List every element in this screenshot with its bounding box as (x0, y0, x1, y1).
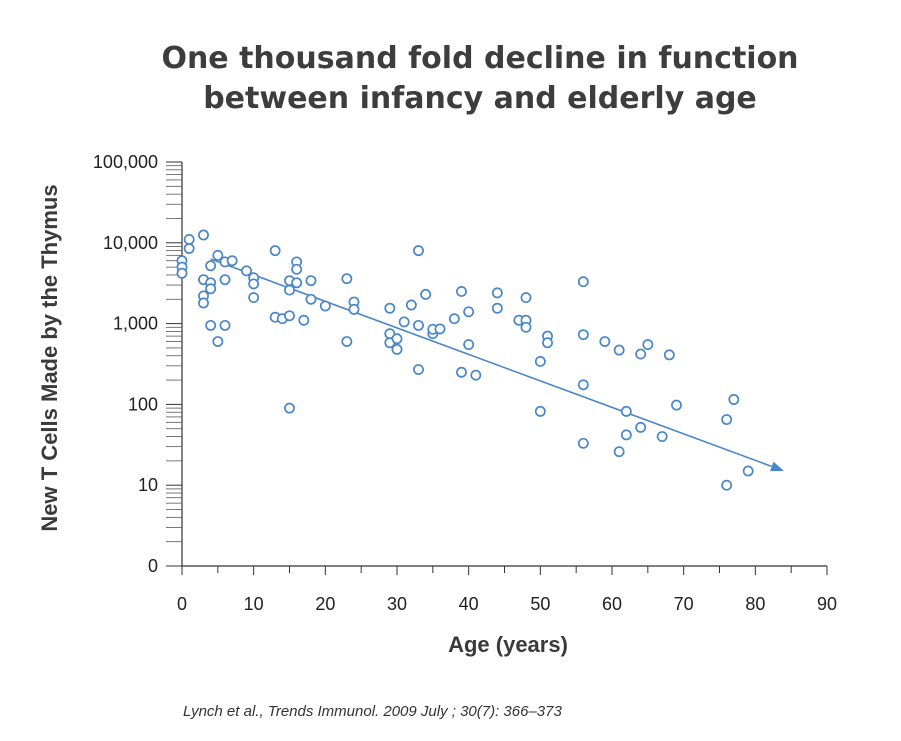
data-points-layer (176, 229, 754, 491)
data-point (534, 356, 546, 367)
x-axis-title: Age (years) (448, 632, 568, 657)
citation: Lynch et al., Trends Immunol. 2009 July … (183, 703, 562, 720)
data-point (656, 431, 668, 443)
data-point (205, 283, 217, 295)
data-point (219, 319, 231, 331)
x-tick-label: 30 (387, 594, 407, 614)
data-point (520, 292, 532, 304)
data-point (248, 292, 260, 304)
data-point (663, 349, 675, 361)
trendline (210, 258, 773, 468)
trendline-layer (210, 258, 784, 472)
data-point (635, 421, 647, 433)
data-point (520, 321, 532, 333)
data-point (671, 399, 682, 411)
x-tick-label: 0 (177, 594, 187, 614)
data-point (642, 339, 654, 351)
data-point (463, 306, 475, 318)
data-point (291, 263, 303, 275)
data-point (620, 405, 632, 417)
trendline-arrowhead (770, 461, 784, 472)
data-point (241, 265, 252, 277)
data-point (420, 288, 432, 300)
data-point (491, 302, 503, 314)
axes-layer: 0 10 20 30 40 50 60 70 80 90 0 10 100 1,000 10,000 100,… (93, 152, 837, 614)
data-point (413, 319, 424, 331)
data-point (742, 465, 754, 477)
y-tick-label: 100 (128, 394, 158, 414)
data-point (212, 249, 224, 261)
data-point (319, 300, 331, 312)
data-point (205, 260, 217, 272)
data-point (463, 339, 475, 351)
data-point (491, 287, 503, 299)
data-point (413, 245, 424, 257)
chart-title-line-1: One thousand fold decline in function (161, 41, 798, 76)
data-point (398, 316, 410, 328)
data-point (384, 302, 396, 314)
y-tick-label: 100,000 (93, 152, 158, 172)
data-point (198, 229, 209, 241)
y-axis-title: New T Cells Made by the Thymus (37, 184, 62, 531)
data-point (721, 479, 733, 491)
data-point (405, 299, 417, 311)
data-point (721, 414, 733, 425)
data-point (183, 243, 195, 254)
data-point (391, 343, 403, 355)
data-point (456, 285, 467, 297)
data-point (219, 274, 231, 286)
data-point (620, 429, 632, 441)
x-tick-label: 20 (315, 594, 335, 614)
data-point (542, 337, 553, 349)
data-point (176, 267, 188, 279)
data-point (577, 379, 589, 391)
data-point (577, 437, 589, 449)
x-tick-label: 70 (674, 594, 694, 614)
data-point (413, 364, 424, 375)
chart-title-line-2: between infancy and elderly age (203, 81, 757, 116)
data-point (341, 273, 353, 285)
data-point (448, 313, 460, 325)
data-point (284, 284, 295, 296)
y-tick-label: 1,000 (113, 314, 158, 334)
data-point (298, 314, 310, 326)
data-point (728, 394, 740, 405)
x-tick-label: 60 (602, 594, 622, 614)
data-point (269, 245, 281, 257)
data-point (577, 276, 589, 288)
data-point (198, 297, 209, 309)
data-point (248, 278, 260, 290)
x-tick-label: 40 (459, 594, 479, 614)
data-point (284, 310, 295, 322)
data-point (599, 336, 611, 347)
data-point (470, 369, 482, 381)
data-point (305, 275, 317, 287)
data-point (613, 344, 625, 356)
data-point (305, 293, 317, 305)
data-point (205, 319, 217, 331)
data-point (226, 255, 238, 267)
y-tick-label: 0 (148, 556, 158, 576)
data-point (183, 234, 195, 245)
data-point (635, 348, 647, 360)
data-point (284, 402, 295, 414)
data-point (534, 405, 546, 417)
x-tick-label: 50 (530, 594, 550, 614)
data-point (391, 333, 403, 345)
data-point (348, 303, 360, 315)
x-tick-label: 90 (817, 594, 837, 614)
y-tick-label: 10,000 (103, 233, 158, 253)
data-point (341, 336, 353, 347)
data-point (212, 336, 224, 347)
x-tick-label: 80 (745, 594, 765, 614)
x-tick-label: 10 (244, 594, 264, 614)
data-point (291, 277, 303, 289)
data-point (456, 366, 467, 378)
data-point (434, 323, 446, 335)
y-tick-label: 10 (138, 475, 158, 495)
data-point (613, 446, 625, 458)
data-point (577, 329, 589, 341)
